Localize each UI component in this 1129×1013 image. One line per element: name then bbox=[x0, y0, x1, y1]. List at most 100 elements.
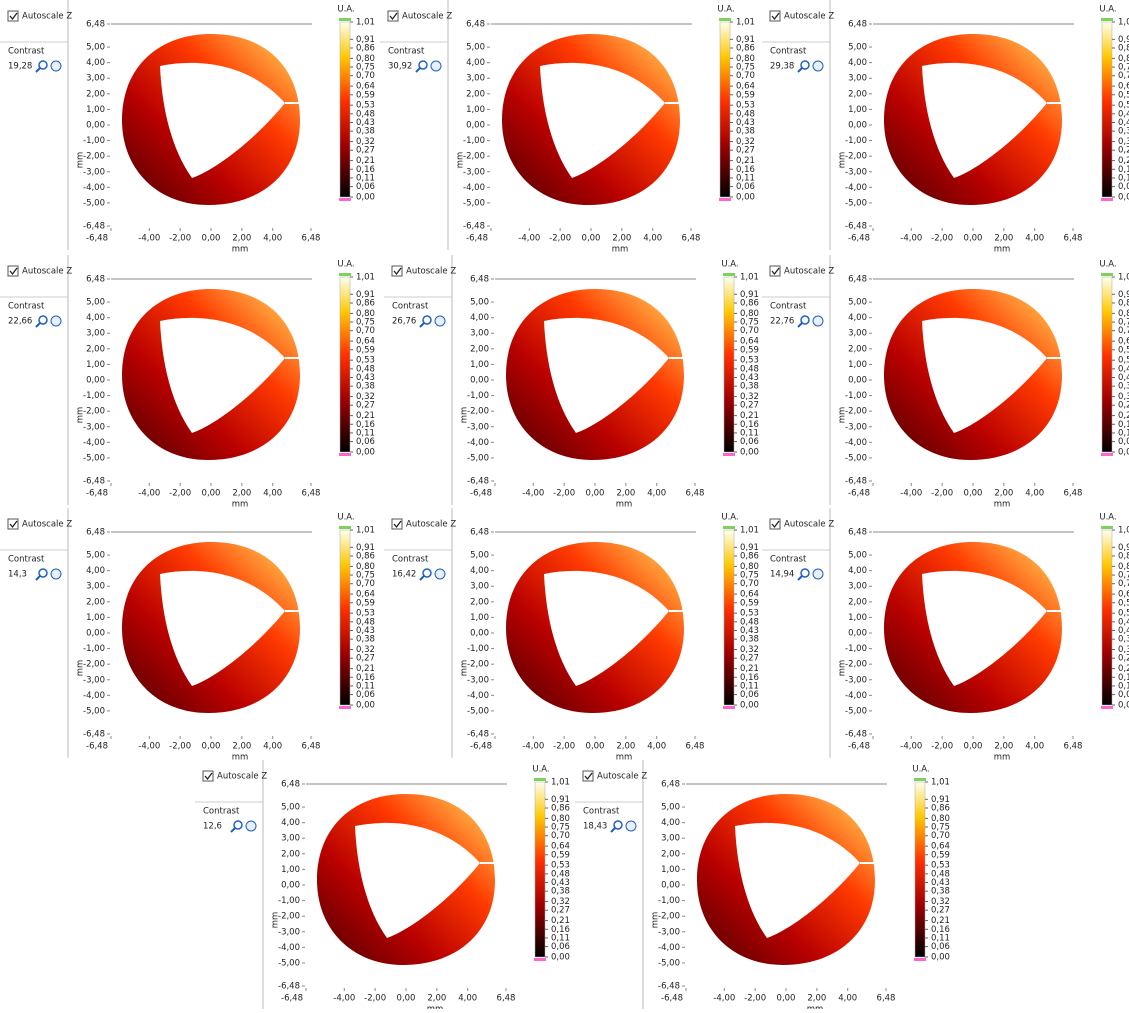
x-tick-label: -4,00 bbox=[522, 742, 544, 752]
reset-icon[interactable] bbox=[812, 60, 824, 72]
colorbar-tick-label: 0,32 bbox=[736, 137, 755, 147]
autoscale-label[interactable]: Autoscale Z bbox=[784, 520, 834, 530]
x-tick-label: -4,00 bbox=[333, 994, 355, 1004]
y-tick-label: 5,00 bbox=[470, 298, 489, 308]
reset-icon[interactable] bbox=[812, 315, 824, 327]
autoscale-label[interactable]: Autoscale Z bbox=[217, 772, 267, 782]
y-tick-label: 1,00 bbox=[848, 360, 867, 370]
autoscale-label[interactable]: Autoscale Z bbox=[22, 520, 72, 530]
colorbar-tick-label: 0,80 bbox=[1118, 54, 1129, 64]
colorbar-tick-label: 0,48 bbox=[356, 364, 375, 374]
colorbar-tick-label: 0,16 bbox=[356, 165, 375, 175]
zoom-icon[interactable] bbox=[38, 315, 48, 325]
x-axis-label: mm bbox=[232, 500, 249, 510]
colorbar-tick-label: 0,38 bbox=[1118, 635, 1129, 645]
y-tick-label: 3,00 bbox=[848, 582, 867, 592]
heatmap bbox=[884, 34, 1062, 205]
autoscale-label[interactable]: Autoscale Z bbox=[784, 12, 834, 22]
colorbar-tick-label: 0,53 bbox=[1118, 356, 1129, 366]
colorbar-tick-label: 0,64 bbox=[551, 842, 570, 852]
colorbar-tick-label: 0,86 bbox=[356, 551, 375, 561]
x-tick-label: 4,00 bbox=[458, 994, 477, 1004]
checkbox[interactable] bbox=[7, 265, 19, 277]
reset-icon[interactable] bbox=[50, 315, 62, 327]
zoom-icon-handle bbox=[230, 827, 236, 833]
colorbar-tick-label: 0,06 bbox=[740, 690, 759, 700]
reset-icon[interactable] bbox=[50, 60, 62, 72]
zoom-icon[interactable] bbox=[422, 568, 432, 578]
colorbar-tick-label: 0,38 bbox=[1118, 127, 1129, 137]
y-tick-label: -6,48 bbox=[845, 477, 867, 487]
checkbox[interactable] bbox=[7, 10, 19, 22]
x-tick-label: 4,00 bbox=[1025, 489, 1044, 499]
y-tick-label: -6,48 bbox=[845, 730, 867, 740]
reset-icon[interactable] bbox=[430, 60, 442, 72]
x-tick-label: 0,00 bbox=[964, 489, 983, 499]
x-tick-label: -4,00 bbox=[518, 234, 540, 244]
colorbar-tick-label: 0,06 bbox=[740, 437, 759, 447]
reset-icon[interactable] bbox=[245, 820, 257, 832]
autoscale-label[interactable]: Autoscale Z bbox=[406, 267, 456, 277]
checkbox[interactable] bbox=[582, 770, 594, 782]
autoscale-label[interactable]: Autoscale Z bbox=[597, 772, 647, 782]
colorbar-tick-label: 0,32 bbox=[1118, 137, 1129, 147]
reset-icon[interactable] bbox=[625, 820, 637, 832]
colorbar-tick-label: 0,86 bbox=[356, 298, 375, 308]
x-tick-label: -6,48 bbox=[848, 234, 870, 244]
y-tick-label: -2,00 bbox=[463, 152, 485, 162]
zoom-icon[interactable] bbox=[38, 568, 48, 578]
colorbar-tick-label: 0,86 bbox=[740, 298, 759, 308]
colorbar-tick-label: 0,27 bbox=[740, 654, 759, 664]
zoom-icon[interactable] bbox=[800, 60, 810, 70]
checkbox[interactable] bbox=[391, 518, 403, 530]
panel: Autoscale Z Contrast 14,94 -6,48 -4,00 -2,00 0… bbox=[762, 508, 1129, 763]
zoom-icon[interactable] bbox=[422, 315, 432, 325]
colorbar-tick-label: 0,48 bbox=[356, 617, 375, 627]
y-tick-label: -2,00 bbox=[467, 407, 489, 417]
colorbar-max-marker bbox=[719, 18, 731, 21]
checkbox[interactable] bbox=[387, 10, 399, 22]
zoom-icon[interactable] bbox=[800, 315, 810, 325]
x-tick-label: 4,00 bbox=[1025, 234, 1044, 244]
reset-icon[interactable] bbox=[812, 568, 824, 580]
autoscale-label[interactable]: Autoscale Z bbox=[402, 12, 452, 22]
y-tick-label: -1,00 bbox=[845, 644, 867, 654]
panel: Autoscale Z Contrast 29,38 -6,48 -4,00 -2,00 0… bbox=[762, 0, 1129, 255]
checkbox[interactable] bbox=[769, 10, 781, 22]
checkbox[interactable] bbox=[7, 518, 19, 530]
colorbar-tick-label: 0,70 bbox=[1118, 326, 1129, 336]
autoscale-label[interactable]: Autoscale Z bbox=[22, 267, 72, 277]
zoom-icon[interactable] bbox=[418, 60, 428, 70]
zoom-icon[interactable] bbox=[800, 568, 810, 578]
autoscale-label[interactable]: Autoscale Z bbox=[406, 520, 456, 530]
x-tick-label: 4,00 bbox=[263, 234, 282, 244]
reset-icon[interactable] bbox=[50, 568, 62, 580]
contrast-label: Contrast bbox=[392, 555, 429, 565]
colorbar-tick-label: 0,86 bbox=[1118, 551, 1129, 561]
checkbox[interactable] bbox=[202, 770, 214, 782]
colorbar bbox=[339, 276, 351, 453]
zoom-icon[interactable] bbox=[38, 60, 48, 70]
autoscale-label[interactable]: Autoscale Z bbox=[784, 267, 834, 277]
y-tick-label: 1,00 bbox=[470, 613, 489, 623]
colorbar-tick-label: 0,75 bbox=[740, 318, 759, 328]
y-tick-label: 4,00 bbox=[848, 58, 867, 68]
checkbox[interactable] bbox=[769, 265, 781, 277]
y-tick-label: -4,00 bbox=[845, 183, 867, 193]
colorbar-tick-label: 0,32 bbox=[740, 392, 759, 402]
autoscale-label[interactable]: Autoscale Z bbox=[22, 12, 72, 22]
colorbar-tick-label: 0,38 bbox=[551, 887, 570, 897]
x-tick-label: 6,48 bbox=[302, 742, 321, 752]
y-tick-label: 2,00 bbox=[86, 597, 105, 607]
checkbox[interactable] bbox=[391, 265, 403, 277]
checkbox[interactable] bbox=[769, 518, 781, 530]
x-tick-label: -6,48 bbox=[86, 234, 108, 244]
y-tick-label: -4,00 bbox=[845, 691, 867, 701]
reset-icon[interactable] bbox=[434, 315, 446, 327]
contrast-value: 29,38 bbox=[770, 62, 794, 72]
zoom-icon[interactable] bbox=[613, 820, 623, 830]
x-axis-label: mm bbox=[994, 753, 1011, 763]
x-tick-label: 0,00 bbox=[964, 742, 983, 752]
reset-icon[interactable] bbox=[434, 568, 446, 580]
zoom-icon[interactable] bbox=[233, 820, 243, 830]
